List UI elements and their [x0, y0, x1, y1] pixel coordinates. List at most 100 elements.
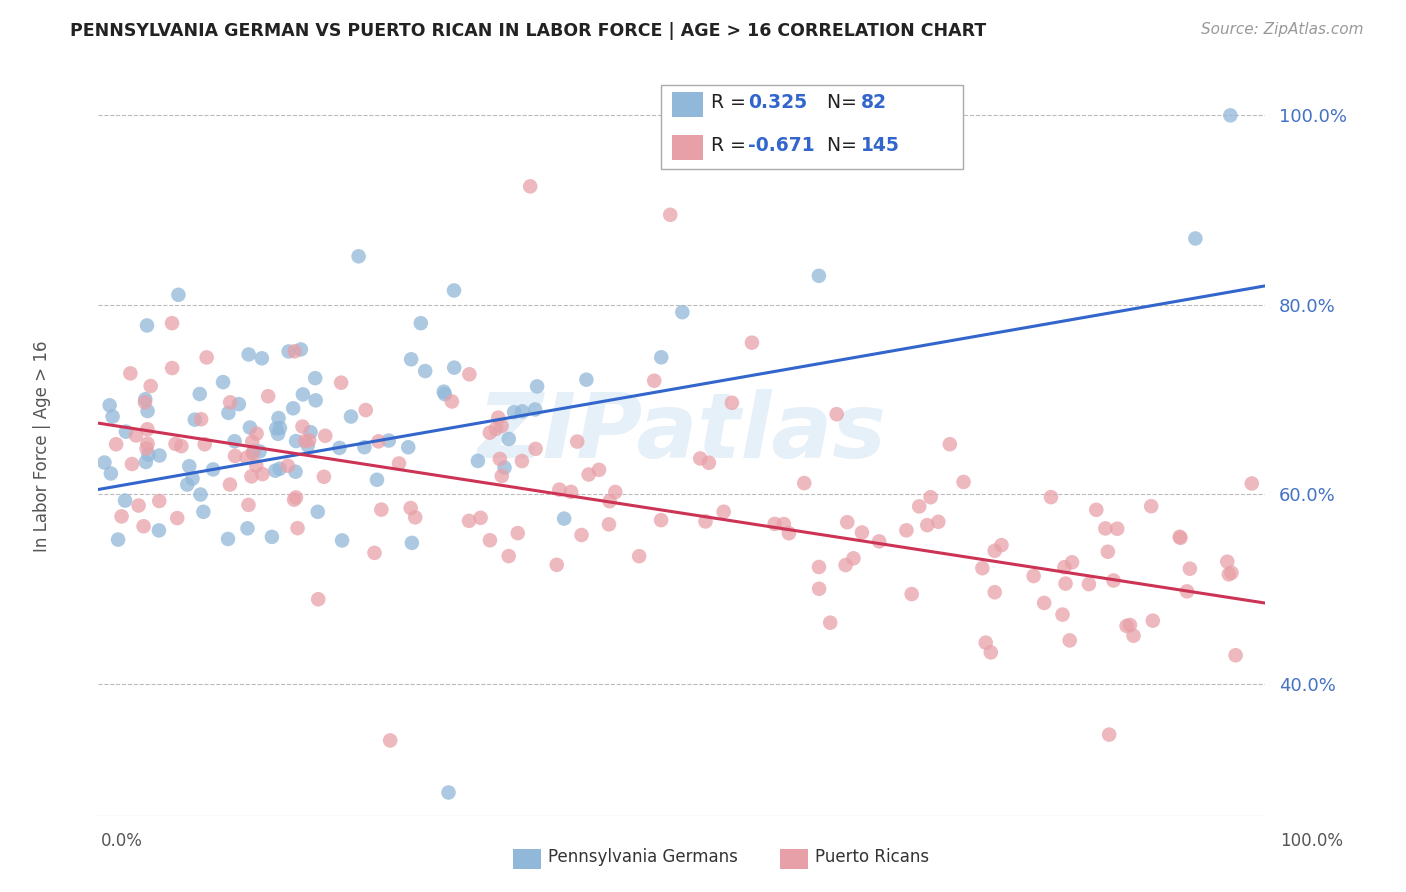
Point: [1140, 499, 1163, 513]
Point: [242, 444, 264, 458]
Point: [980, 645, 1002, 659]
Text: Pennsylvania Germans: Pennsylvania Germans: [548, 848, 738, 866]
Point: [818, 615, 841, 630]
Point: [939, 437, 962, 451]
Point: [114, 493, 136, 508]
Point: [628, 549, 651, 564]
Point: [100, 467, 122, 481]
Point: [1053, 560, 1076, 574]
Point: [837, 515, 859, 529]
Point: [1170, 531, 1192, 545]
Point: [166, 511, 188, 525]
Point: [238, 347, 260, 361]
Text: N=: N=: [827, 136, 863, 155]
Point: [257, 389, 280, 403]
Point: [413, 364, 436, 378]
Point: [990, 538, 1012, 552]
Point: [219, 477, 242, 491]
Point: [264, 464, 287, 478]
Point: [283, 401, 305, 416]
Point: [650, 513, 672, 527]
Text: PENNSYLVANIA GERMAN VS PUERTO RICAN IN LABOR FORCE | AGE > 16 CORRELATION CHART: PENNSYLVANIA GERMAN VS PUERTO RICAN IN L…: [70, 22, 987, 40]
Point: [1225, 648, 1247, 663]
Point: [900, 587, 922, 601]
Point: [252, 467, 274, 482]
Point: [128, 499, 150, 513]
Point: [575, 373, 598, 387]
Text: Source: ZipAtlas.com: Source: ZipAtlas.com: [1201, 22, 1364, 37]
Point: [367, 434, 389, 449]
Point: [741, 335, 763, 350]
Point: [825, 407, 848, 421]
Point: [193, 505, 215, 519]
Point: [772, 517, 794, 532]
Point: [110, 509, 132, 524]
Point: [721, 396, 744, 410]
Point: [807, 560, 830, 574]
Point: [659, 208, 682, 222]
Point: [139, 379, 162, 393]
Point: [470, 511, 492, 525]
Point: [250, 351, 273, 366]
Text: Puerto Ricans: Puerto Ricans: [815, 848, 929, 866]
Point: [510, 454, 533, 468]
Point: [238, 498, 260, 512]
Point: [599, 494, 621, 508]
Point: [260, 530, 283, 544]
Point: [1175, 584, 1198, 599]
Point: [1184, 231, 1206, 245]
Point: [267, 411, 290, 425]
Point: [212, 375, 235, 389]
Point: [524, 442, 547, 456]
Point: [217, 406, 239, 420]
Point: [1094, 521, 1116, 535]
Point: [526, 379, 548, 393]
Point: [298, 434, 321, 448]
Point: [917, 518, 939, 533]
Point: [134, 392, 156, 407]
Point: [363, 546, 385, 560]
Point: [328, 441, 350, 455]
Point: [793, 476, 815, 491]
Point: [245, 458, 267, 473]
Point: [1098, 728, 1121, 742]
Point: [136, 404, 159, 418]
Point: [305, 393, 328, 408]
Point: [269, 462, 291, 476]
Point: [972, 561, 994, 575]
Point: [330, 376, 353, 390]
Point: [560, 484, 582, 499]
Point: [1240, 476, 1263, 491]
Point: [458, 368, 481, 382]
Point: [107, 533, 129, 547]
Point: [983, 543, 1005, 558]
Point: [851, 525, 873, 540]
Point: [974, 635, 997, 649]
Point: [307, 505, 329, 519]
Point: [920, 490, 942, 504]
Point: [498, 432, 520, 446]
Point: [1059, 633, 1081, 648]
Point: [354, 403, 377, 417]
Point: [285, 434, 308, 448]
Point: [433, 384, 456, 399]
Text: R =: R =: [711, 93, 752, 112]
Point: [440, 394, 463, 409]
Point: [388, 457, 411, 471]
Point: [1102, 574, 1125, 588]
Point: [249, 444, 271, 458]
Point: [377, 434, 399, 448]
Point: [165, 437, 187, 451]
Point: [236, 521, 259, 535]
Point: [120, 367, 142, 381]
Point: [239, 420, 262, 434]
Point: [1219, 108, 1241, 122]
Point: [179, 459, 201, 474]
Point: [927, 515, 949, 529]
Text: R =: R =: [711, 136, 752, 155]
Point: [808, 582, 831, 596]
Point: [294, 434, 316, 448]
Point: [650, 351, 672, 365]
Point: [284, 344, 307, 359]
Point: [834, 558, 856, 572]
